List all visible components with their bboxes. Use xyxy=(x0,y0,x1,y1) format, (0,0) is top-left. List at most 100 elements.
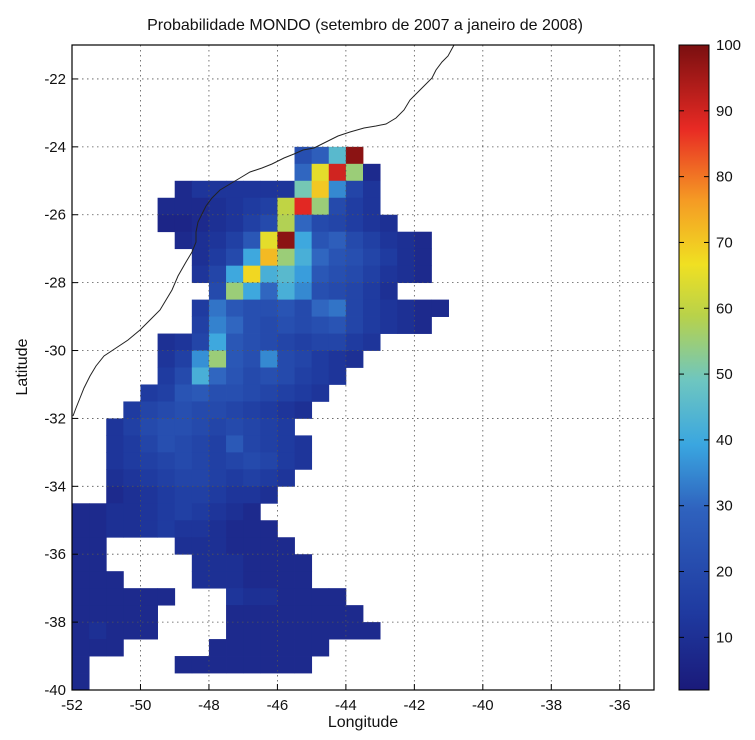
heatmap-cell xyxy=(72,554,90,572)
heatmap-cell xyxy=(363,299,381,317)
heatmap-cell xyxy=(208,452,227,470)
heatmap-cell xyxy=(277,367,295,385)
heatmap-cell xyxy=(380,231,398,250)
heatmap-cell xyxy=(328,248,347,267)
heatmap-cell xyxy=(89,622,107,640)
heatmap-cell xyxy=(123,486,141,504)
heatmap-cell xyxy=(72,520,90,538)
heatmap-cell xyxy=(380,214,398,233)
heatmap-cell xyxy=(294,435,313,453)
heatmap-cell xyxy=(311,163,330,182)
heatmap-cell xyxy=(260,469,278,487)
heatmap-cell xyxy=(226,299,244,317)
heatmap-cell xyxy=(328,622,347,640)
heatmap-cell xyxy=(243,639,261,657)
heatmap-cell xyxy=(311,384,330,402)
colorbar-scale xyxy=(678,44,710,691)
heatmap-cell xyxy=(174,503,193,521)
heatmap-cell xyxy=(243,469,261,487)
heatmap-cell xyxy=(345,248,364,267)
heatmap-cell xyxy=(397,231,415,250)
heatmap-cell xyxy=(208,435,227,453)
heatmap-cell xyxy=(174,214,193,233)
y-tick-label: -28 xyxy=(44,275,66,292)
heatmap-cell xyxy=(260,639,278,657)
heatmap-cell xyxy=(157,469,176,487)
heatmap-cell xyxy=(157,588,176,606)
heatmap-cell xyxy=(277,605,295,623)
heatmap-cell xyxy=(72,622,90,640)
y-tick-label: -30 xyxy=(44,343,66,360)
heatmap-cell xyxy=(363,248,381,267)
heatmap-cell xyxy=(140,435,158,453)
heatmap-cell xyxy=(243,452,261,470)
heatmap-cell xyxy=(174,197,193,216)
heatmap-cell xyxy=(157,214,176,233)
y-axis-label: Latitude xyxy=(14,338,31,395)
heatmap-cell xyxy=(294,299,313,317)
heatmap-cell xyxy=(345,163,364,182)
heatmap-cell xyxy=(157,350,176,368)
heatmap-cell xyxy=(345,265,364,284)
y-tick-label: -22 xyxy=(44,71,66,88)
heatmap-cell xyxy=(226,282,244,300)
heatmap-cell xyxy=(191,265,210,284)
heatmap-cell xyxy=(226,622,244,640)
heatmap-cell xyxy=(208,486,227,504)
heatmap-cell xyxy=(140,520,158,538)
heatmap-cell xyxy=(414,231,432,250)
heatmap-cell xyxy=(157,418,176,436)
heatmap-cell xyxy=(191,214,210,233)
heatmap-cell xyxy=(311,146,330,165)
heatmap-cell xyxy=(277,554,295,572)
heatmap-cell xyxy=(311,299,330,317)
heatmap-cell xyxy=(191,316,210,334)
heatmap-cell xyxy=(208,180,227,199)
heatmap-cell xyxy=(243,350,261,368)
heatmap-cell xyxy=(345,333,364,351)
colorbar: 10 20 30 40 50 60 70 80 90 100 xyxy=(678,37,741,691)
heatmap-cell xyxy=(191,418,210,436)
heatmap-cell xyxy=(243,537,261,555)
heatmap-cell xyxy=(174,367,193,385)
plot-area: -52 -50 -48 -46 -44 -42 -40 -38 -36 -22 -24 -26 -28… xyxy=(44,44,655,714)
heatmap-cell xyxy=(243,197,261,216)
heatmap-cell xyxy=(226,469,244,487)
heatmap-cell xyxy=(157,197,176,216)
heatmap-cell xyxy=(208,265,227,284)
heatmap-cell xyxy=(140,418,158,436)
heatmap-cell xyxy=(345,180,364,199)
heatmap-cell xyxy=(157,520,176,538)
heatmap-cell xyxy=(328,197,347,216)
heatmap-cell xyxy=(226,367,244,385)
x-tick-label: -52 xyxy=(61,697,83,714)
heatmap-cell xyxy=(277,316,295,334)
heatmap-cell xyxy=(294,656,313,674)
heatmap-cell xyxy=(208,639,227,657)
heatmap-cell xyxy=(208,418,227,436)
heatmap-cell xyxy=(174,401,193,419)
y-tick-label: -40 xyxy=(44,682,66,699)
heatmap-cell xyxy=(106,452,124,470)
heatmap-cell xyxy=(72,503,90,521)
heatmap-cell xyxy=(157,367,176,385)
heatmap-cell xyxy=(311,605,330,623)
x-tick-label: -50 xyxy=(130,697,152,714)
heatmap-cell xyxy=(243,486,261,504)
heatmap-cell xyxy=(243,520,261,538)
heatmap-cell xyxy=(106,418,124,436)
heatmap-cell xyxy=(397,316,415,334)
heatmap-cell xyxy=(191,350,210,368)
heatmap-cell xyxy=(226,656,244,674)
heatmap-cell xyxy=(345,282,364,300)
heatmap-cell xyxy=(328,180,347,199)
heatmap-cell xyxy=(226,248,244,267)
heatmap-cell xyxy=(191,452,210,470)
heatmap-cell xyxy=(226,265,244,284)
x-tick-label: -46 xyxy=(267,697,289,714)
heatmap-cell xyxy=(328,333,347,351)
heatmap-cell xyxy=(208,554,227,572)
heatmap-cell xyxy=(72,639,90,657)
heatmap-cell xyxy=(72,656,90,674)
